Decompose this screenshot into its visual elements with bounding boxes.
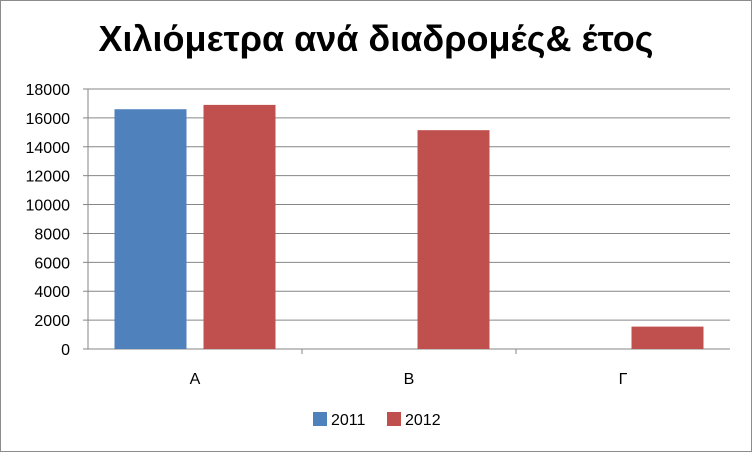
y-tick-label: 14000 (26, 140, 71, 157)
y-tick-label: 2000 (34, 313, 70, 330)
bar-2012-2 (417, 130, 490, 349)
y-tick-label: 12000 (26, 169, 71, 186)
y-tick-label: 0 (61, 342, 70, 359)
bar-2011-1 (114, 109, 187, 349)
y-tick-label: 10000 (26, 198, 71, 215)
y-tick-label: 8000 (34, 226, 70, 243)
bar-2012-1 (203, 104, 276, 349)
y-tick-label: 16000 (26, 111, 71, 128)
x-category-label: Α (190, 371, 201, 388)
legend-swatch-2012 (387, 412, 401, 426)
y-tick-label: 4000 (34, 284, 70, 301)
x-category-label: Β (404, 371, 415, 388)
legend-label-2012: 2012 (405, 412, 441, 429)
legend-label-2011: 2011 (331, 412, 366, 429)
y-tick-label: 18000 (26, 82, 71, 99)
bar-2012-3 (631, 326, 704, 349)
x-category-label: Γ (619, 371, 628, 388)
y-tick-label: 6000 (34, 255, 70, 272)
legend-swatch-2011 (313, 412, 327, 426)
chart-title: Χιλιόμετρα ανά διαδρομές& έτος (98, 18, 654, 59)
